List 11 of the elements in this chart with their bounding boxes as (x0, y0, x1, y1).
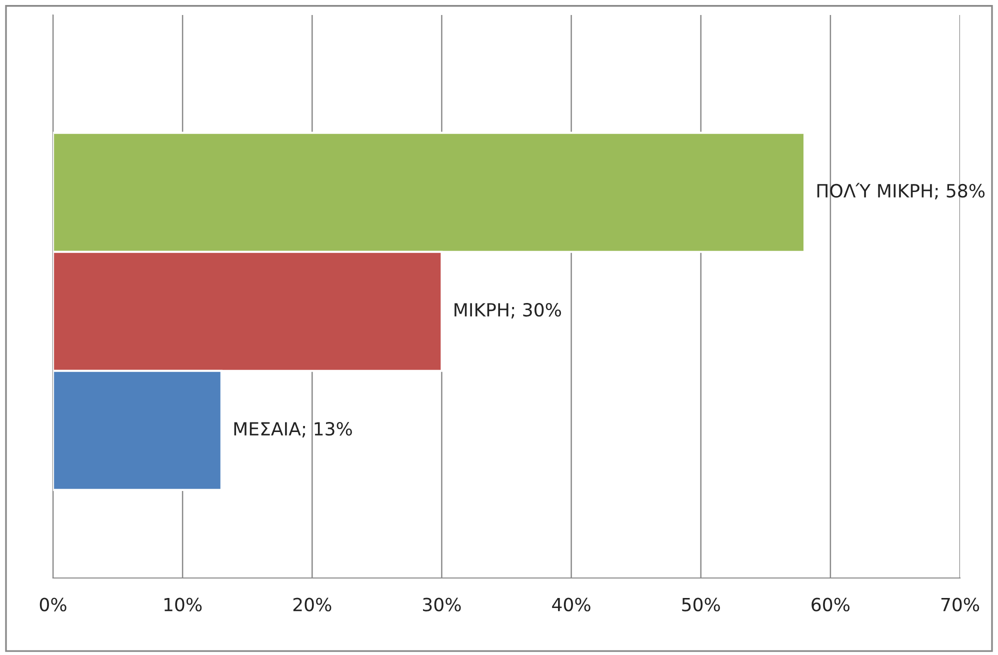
data-label: ΜΕΣΑΙΑ; 13% (234, 422, 352, 438)
data-label: ΠΟΛΎ ΜΙΚΡΗ; 58% (817, 182, 985, 200)
x-tick-label: 30% (423, 598, 461, 612)
data-label: ΜΙΚΡΗ; 30% (454, 302, 561, 318)
x-tick-label: 60% (812, 598, 850, 612)
x-tick-label: 10% (164, 598, 202, 612)
x-tick-label: 20% (293, 598, 332, 612)
x-tick-label: 0% (40, 598, 66, 612)
x-tick-label: 70% (941, 598, 980, 612)
x-tick-label: 50% (682, 598, 720, 612)
x-tick-label: 40% (552, 598, 590, 612)
